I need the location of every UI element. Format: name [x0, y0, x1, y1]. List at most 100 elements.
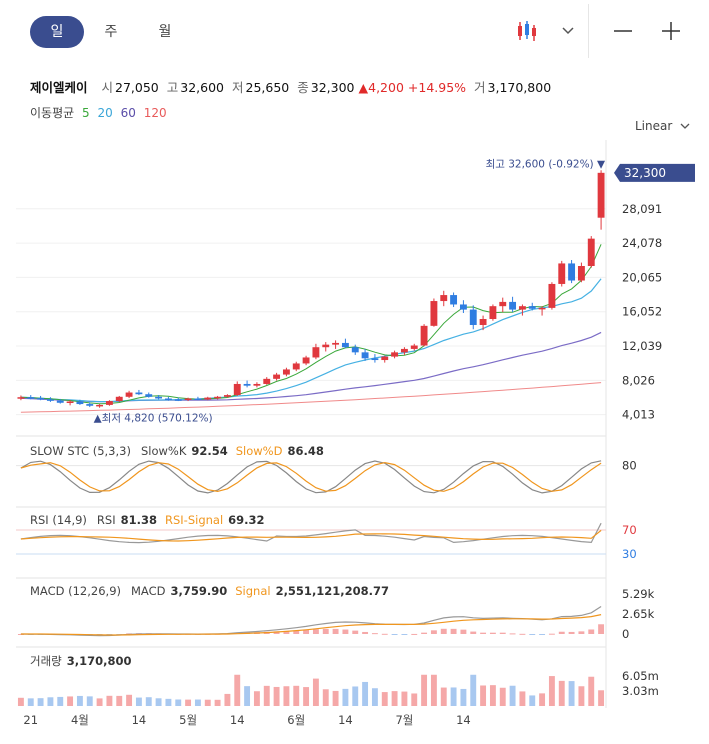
x-tick-label: 14: [456, 713, 471, 727]
macd-line: [20, 605, 602, 637]
rsi-level-30-label: 30: [622, 547, 637, 561]
candlestick-icon[interactable]: [510, 14, 544, 48]
macd-histogram-bar: [381, 633, 388, 635]
candle-body: [597, 172, 605, 218]
volume-bar: [312, 678, 319, 706]
volume-bar: [499, 687, 506, 706]
current-price-label: 32,300: [624, 166, 666, 180]
volume-bar: [578, 686, 585, 706]
candle-body: [214, 396, 222, 399]
volume-bar: [539, 693, 546, 706]
macd-histogram-bar: [342, 629, 349, 634]
macd-histogram-bar: [332, 628, 339, 634]
volume-bar: [175, 699, 182, 706]
rsi-line: [20, 522, 602, 544]
volume-bar: [391, 691, 398, 706]
macd-tick-label: 2.65k: [622, 607, 655, 621]
price-tick-label: 16,052: [622, 305, 662, 319]
candle-body: [459, 304, 467, 310]
minus-icon[interactable]: [608, 14, 638, 48]
ma60-label: 60: [120, 106, 136, 120]
change-percent: +14.95%: [407, 80, 467, 95]
candle-body: [341, 342, 349, 348]
candle-body: [391, 352, 399, 357]
macd-histogram-bar: [391, 634, 398, 635]
candle-body: [76, 401, 84, 405]
volume-bar: [17, 697, 24, 706]
volume-bar: [470, 674, 477, 706]
macd-legend: MACD: [131, 584, 166, 598]
x-tick-label: 5월: [179, 713, 197, 727]
volume-label: 거: [474, 80, 486, 95]
rsi-legend: RSI: [97, 513, 116, 527]
ma120-label: 120: [143, 106, 167, 120]
candle-body: [302, 357, 310, 364]
macd-histogram-bar: [440, 628, 447, 634]
high-label: 고: [166, 80, 179, 95]
price-tick-label: 8,026: [622, 373, 655, 387]
slow-k-line: [20, 460, 602, 494]
price-tick-label: 4,013: [622, 408, 655, 422]
volume-bar: [598, 690, 605, 706]
macd-legend: 2,551,121,208.77: [276, 584, 390, 598]
macd-histogram-bar: [489, 632, 496, 634]
candle-body: [105, 401, 113, 405]
volume-bar: [273, 686, 280, 706]
candle-body: [56, 400, 64, 403]
toolbar-divider: [588, 4, 589, 58]
tab-week[interactable]: 주: [104, 24, 118, 40]
close-value: 32,300: [310, 80, 355, 95]
chevron-down-icon[interactable]: [556, 14, 580, 48]
volume-bar: [322, 689, 329, 706]
price-tick-label: 28,091: [622, 202, 662, 216]
tab-day[interactable]: 일: [30, 16, 84, 48]
macd-histogram-bar: [352, 630, 359, 634]
volume-bar: [204, 699, 211, 706]
volume-bar: [76, 695, 83, 706]
macd-histogram-bar: [480, 632, 487, 634]
macd-histogram-bar: [450, 628, 457, 634]
moving-average-legend: 이동평균 5 20 60 120: [30, 104, 167, 121]
ma5-line: [20, 244, 602, 405]
volume-bar: [116, 695, 123, 706]
stock-name: 제이엘케이: [30, 80, 88, 95]
macd-histogram-bar: [598, 624, 605, 634]
volume-bar: [214, 699, 221, 706]
volume-bar: [548, 676, 555, 706]
stc-legend: 86.48: [287, 444, 323, 458]
candle-body: [381, 356, 389, 361]
plus-icon[interactable]: [656, 14, 686, 48]
max-annotation: 최고 32,600 (-0.92%) ▼: [486, 158, 606, 170]
volume-tick-label: 6.05m: [622, 669, 659, 683]
candle-body: [233, 383, 241, 396]
scale-label: Linear: [635, 119, 673, 133]
scale-dropdown[interactable]: Linear: [635, 119, 690, 133]
candle-body: [27, 397, 35, 399]
candle-body: [371, 358, 379, 361]
open-value: 27,050: [115, 80, 159, 95]
volume-bar: [86, 696, 93, 706]
candle-body: [322, 344, 330, 348]
ma-label: 이동평균: [30, 106, 75, 120]
stc-legend: Slow%K: [141, 444, 187, 458]
volume-tick-label: 3.03m: [622, 684, 659, 698]
candle-body: [538, 307, 546, 310]
candle-body: [528, 306, 536, 309]
volume-bar: [253, 691, 260, 706]
candle-body: [499, 301, 507, 307]
candle-body: [263, 378, 271, 384]
candle-body: [420, 325, 428, 346]
price-tick-label: 12,039: [622, 339, 662, 353]
volume-bar: [283, 686, 290, 706]
candle-body: [518, 306, 526, 310]
macd-legend: Signal: [235, 584, 270, 598]
tab-month[interactable]: 월: [158, 24, 172, 40]
rsi-legend: RSI-Signal: [165, 513, 223, 527]
candle-body: [450, 295, 458, 305]
candle-body: [479, 319, 487, 325]
volume-legend: 거래량: [30, 654, 62, 668]
macd-histogram-bar: [470, 631, 477, 634]
volume-bar: [244, 686, 251, 706]
volume-bar: [106, 695, 113, 706]
